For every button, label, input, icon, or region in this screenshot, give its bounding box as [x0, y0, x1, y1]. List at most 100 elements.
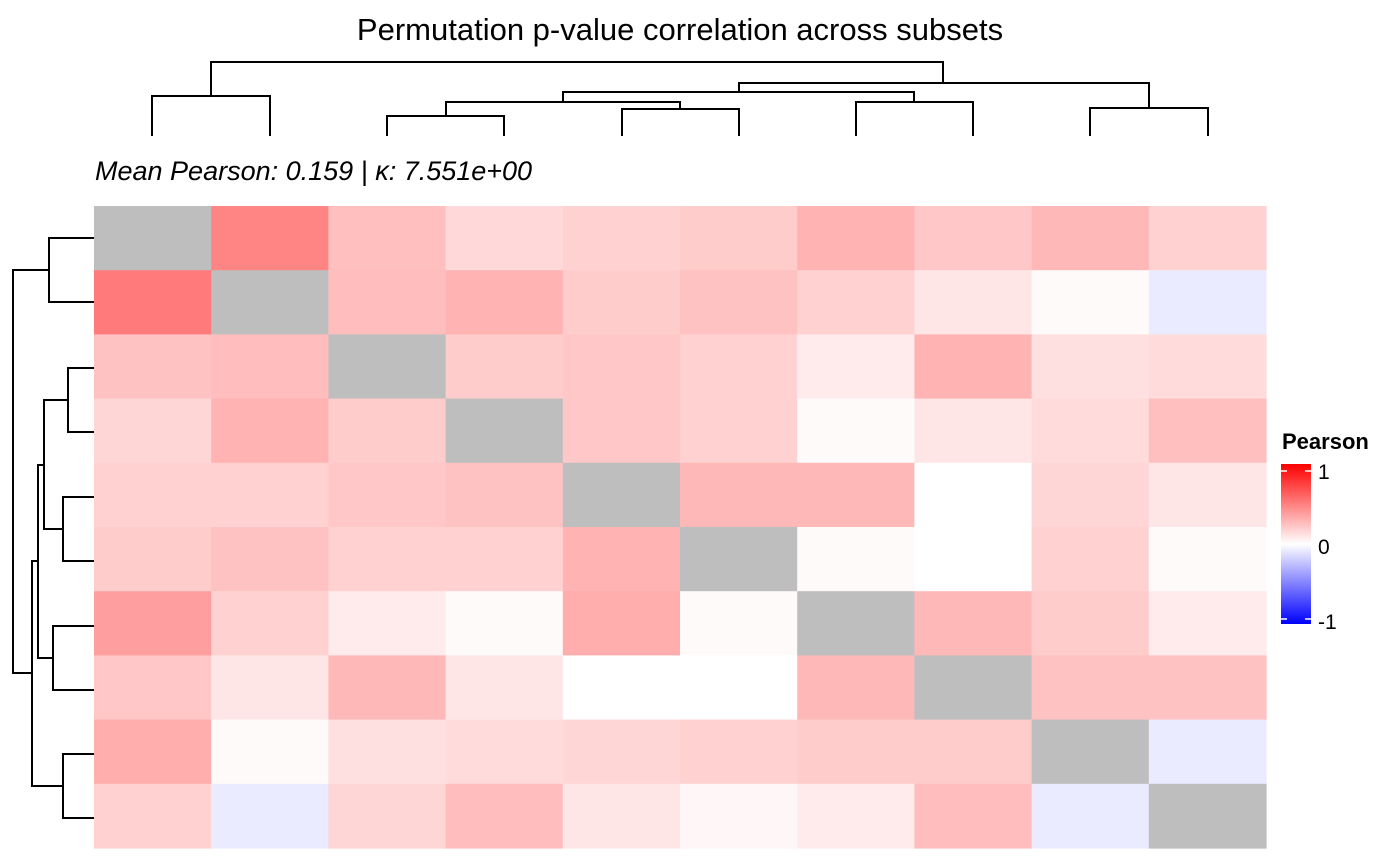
heatmap-cell [797, 206, 915, 271]
heatmap-cell [94, 334, 212, 400]
heatmap-cell [445, 719, 564, 785]
heatmap-cell [914, 527, 1033, 592]
legend-tick-high: 1 [1318, 461, 1330, 484]
heatmap-cell [797, 270, 915, 335]
heatmap-cell [562, 655, 681, 721]
heatmap-cell [328, 655, 447, 721]
heatmap-cell [211, 591, 329, 656]
heatmap-cell [1031, 206, 1150, 271]
heatmap-cell [680, 270, 798, 335]
heatmap-cell [1031, 270, 1150, 335]
legend-colorbar [1281, 464, 1311, 624]
heatmap-cell-diagonal [914, 655, 1033, 721]
heatmap-cell [914, 206, 1033, 271]
heatmap-cell [680, 398, 798, 464]
heatmap-cell [445, 655, 564, 721]
heatmap-cell [914, 719, 1033, 785]
heatmap-cell-diagonal [1031, 719, 1150, 785]
heatmap-cell [1148, 591, 1267, 656]
heatmap-cell-diagonal [328, 334, 447, 400]
heatmap-cell [562, 783, 681, 849]
heatmap-cells [94, 206, 1267, 849]
heatmap-cell [1031, 527, 1150, 592]
heatmap-cell [562, 719, 681, 785]
heatmap-cell [1148, 270, 1267, 335]
heatmap-cell [328, 591, 447, 656]
heatmap-cell [914, 398, 1033, 464]
heatmap-cell [680, 334, 798, 400]
heatmap-cell [680, 462, 798, 528]
heatmap-cell [1148, 334, 1267, 400]
heatmap-cell [914, 783, 1033, 849]
heatmap-cell [562, 591, 681, 656]
heatmap-cell [328, 719, 447, 785]
row-dendrogram [12, 237, 94, 819]
legend: Pearson 1 0 -1 [1281, 429, 1369, 634]
heatmap-cell [211, 398, 329, 464]
heatmap-cell [211, 527, 329, 592]
heatmap-cell [211, 206, 329, 271]
heatmap-cell [328, 527, 447, 592]
heatmap-cell [680, 655, 798, 721]
heatmap-cell [1148, 527, 1267, 592]
legend-tick-mid: 0 [1318, 536, 1330, 559]
heatmap-cell-diagonal [680, 527, 798, 592]
heatmap-cell [1148, 206, 1267, 271]
heatmap-cell [94, 783, 212, 849]
column-dendrogram [151, 61, 1209, 136]
heatmap-cell [1031, 334, 1150, 400]
heatmap-cell-diagonal [445, 398, 564, 464]
heatmap-cell [914, 591, 1033, 656]
heatmap-cell [211, 719, 329, 785]
heatmap-cell [1031, 783, 1150, 849]
heatmap-cell [445, 527, 564, 592]
heatmap-cell [94, 655, 212, 721]
heatmap-cell [1031, 591, 1150, 656]
heatmap-cell [94, 462, 212, 528]
heatmap-cell [680, 591, 798, 656]
heatmap-cell [445, 591, 564, 656]
heatmap-cell [1148, 462, 1267, 528]
heatmap-cell [562, 334, 681, 400]
heatmap-cell [1031, 462, 1150, 528]
heatmap-cell [328, 270, 447, 335]
heatmap-cell [328, 398, 447, 464]
heatmap-cell [94, 270, 212, 335]
heatmap-cell [914, 462, 1033, 528]
heatmap-cell [1148, 398, 1267, 464]
heatmap-cell [94, 719, 212, 785]
heatmap-cell [445, 334, 564, 400]
chart-subtitle: Mean Pearson: 0.159 | κ: 7.551e+00 [95, 156, 532, 186]
heatmap-cell [914, 270, 1033, 335]
heatmap-cell [445, 270, 564, 335]
heatmap-cell [211, 334, 329, 400]
legend-title: Pearson [1282, 429, 1369, 454]
heatmap-cell [94, 527, 212, 592]
heatmap-cell [211, 462, 329, 528]
heatmap-cell [211, 655, 329, 721]
heatmap-cell [445, 206, 564, 271]
heatmap-cell [1148, 655, 1267, 721]
heatmap-cell [797, 719, 915, 785]
heatmap-cell [680, 783, 798, 849]
heatmap-cell [94, 591, 212, 656]
heatmap-cell [680, 206, 798, 271]
heatmap-cell [562, 527, 681, 592]
heatmap-cell [914, 334, 1033, 400]
heatmap-cell [562, 398, 681, 464]
legend-tick-low: -1 [1318, 611, 1337, 634]
heatmap-cell [445, 783, 564, 849]
heatmap-cell [1031, 398, 1150, 464]
chart-title: Permutation p-value correlation across s… [357, 12, 1003, 47]
heatmap-cell-diagonal [562, 462, 681, 528]
heatmap-cell [94, 398, 212, 464]
heatmap-cell-diagonal [211, 270, 329, 335]
heatmap-cell [562, 270, 681, 335]
heatmap-cell [797, 783, 915, 849]
heatmap-cell [797, 655, 915, 721]
heatmap-cell [797, 398, 915, 464]
heatmap-cell [797, 462, 915, 528]
heatmap-cell [445, 462, 564, 528]
heatmap-cell [328, 783, 447, 849]
